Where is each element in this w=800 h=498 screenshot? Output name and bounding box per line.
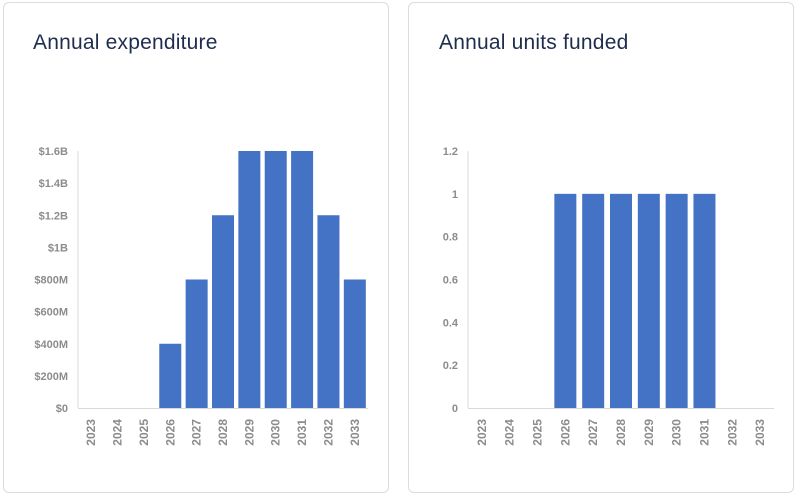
expenditure-x-tick-label: 2030 [269,419,283,446]
units-y-tick-label: 0.4 [443,317,459,329]
expenditure-y-tick-label: $200M [34,371,68,383]
expenditure-bar-2032 [317,215,340,408]
units-bar-2031 [693,193,716,408]
units-bar-2026 [554,193,577,408]
units-x-tick-label: 2026 [558,419,572,446]
expenditure-bar-2028 [212,215,234,408]
units-x-tick-label: 2028 [614,419,628,446]
expenditure-y-tick-label: $1B [48,242,68,254]
units-bar-chart: 0 0.2 0.4 0.6 0.8 1 1.2 2023 2024 2025 2026 2027 202… [443,146,774,446]
units-x-tick-label: 2032 [725,419,739,446]
expenditure-x-tick-label: 2027 [190,419,204,446]
expenditure-chart-title: Annual expenditure [33,31,218,54]
expenditure-bar-2031 [291,151,314,408]
units-y-tick-label: 1 [452,189,458,201]
expenditure-x-tick-label: 2025 [137,419,151,446]
expenditure-y-tick-label: $400M [34,339,68,351]
expenditure-bar-2026 [159,343,182,408]
units-y-tick-label: 0.8 [443,232,458,244]
expenditure-y-tick-label: $1.4B [39,178,68,190]
expenditure-y-tick-label: $800M [34,275,68,287]
expenditure-bar-2030 [264,151,287,408]
expenditure-chart-card: Annual expenditure $0 $200M $400M $600M $800… [3,2,389,493]
expenditure-bar-2029 [238,151,261,408]
expenditure-x-tick-label: 2026 [163,419,177,446]
units-x-tick-label: 2023 [475,419,489,446]
units-x-tick-label: 2033 [753,419,767,446]
expenditure-x-tick-label: 2033 [348,419,362,446]
units-bar-2028 [610,193,632,408]
units-x-tick-label: 2025 [531,419,545,446]
expenditure-x-tick-label: 2029 [242,419,256,446]
units-y-tick-label: 1.2 [443,146,458,158]
units-x-tick-label: 2024 [503,419,517,446]
expenditure-x-tick-label: 2028 [216,419,230,446]
expenditure-bar-2027 [185,279,208,408]
units-y-tick-label: 0.6 [443,275,458,287]
units-x-tick-label: 2029 [642,419,656,446]
expenditure-bar-2033 [343,279,366,408]
units-y-tick-label: 0 [452,403,458,415]
units-x-tick-label: 2027 [586,419,600,446]
units-chart-title: Annual units funded [439,31,629,54]
expenditure-bar-chart: $0 $200M $400M $600M $800M $1B $1.2B $1.4B $1.6B… [34,146,368,446]
expenditure-x-tick-label: 2032 [321,419,335,446]
units-bar-2030 [665,193,688,408]
expenditure-x-tick-label: 2031 [295,419,309,446]
expenditure-y-tick-label: $1.6B [39,146,68,158]
expenditure-y-tick-label: $1.2B [39,210,68,222]
units-bar-2027 [582,193,605,408]
units-x-tick-label: 2030 [670,419,684,446]
expenditure-x-tick-label: 2024 [111,419,125,446]
expenditure-y-tick-label: $0 [56,403,68,415]
expenditure-y-tick-label: $600M [34,307,68,319]
expenditure-x-tick-label: 2023 [84,419,98,446]
units-x-tick-label: 2031 [697,419,711,446]
units-bar-2029 [637,193,660,408]
units-y-tick-label: 0.2 [443,360,458,372]
units-chart-card: Annual units funded 0 0.2 0.4 0.6 0.8 1 1.2 202… [408,2,794,493]
